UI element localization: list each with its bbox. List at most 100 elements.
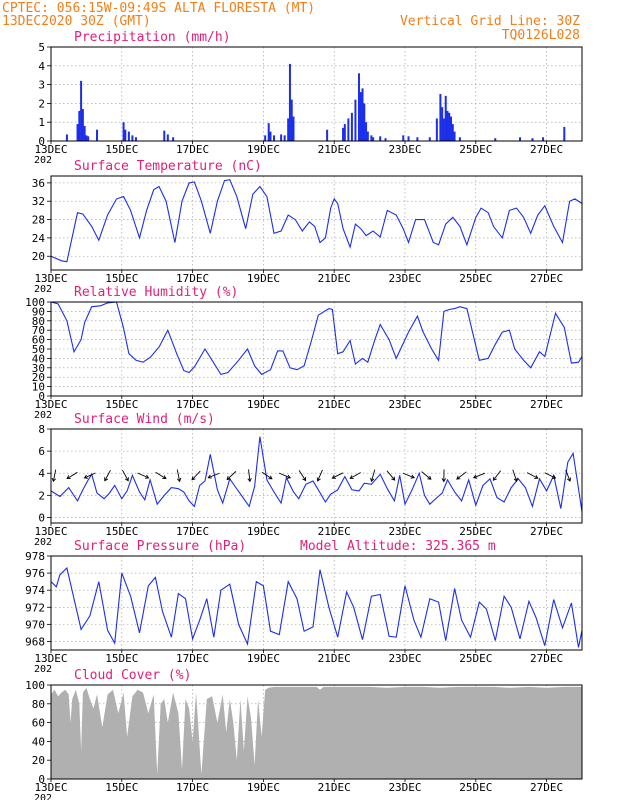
- wind-arrow-shaft: [176, 469, 181, 482]
- x-tick-label: 19DEC: [247, 652, 280, 665]
- precip-bar: [127, 131, 130, 141]
- precip-bar: [366, 131, 369, 141]
- wind-arrow-shaft: [104, 469, 111, 481]
- wind-arrow-shaft: [473, 472, 486, 479]
- wind-arrow-head: [456, 475, 461, 480]
- panel-temp: 20 24 28 32 36 13DEC 15DEC 17DEC 19DEC 21DEC 23DEC…: [32, 159, 583, 295]
- x-tick-label: 27DEC: [530, 398, 563, 411]
- wind-arrow-head: [349, 475, 354, 479]
- wind-arrow-head: [492, 476, 497, 481]
- y-tick-label: 20: [32, 754, 45, 767]
- precip-bar: [407, 136, 410, 141]
- wind-arrow: [247, 469, 252, 483]
- wind-arrow-shaft: [155, 471, 167, 479]
- precip-bar: [347, 118, 350, 141]
- wind-arrow: [472, 472, 486, 479]
- wind-arrow-shaft: [122, 469, 129, 481]
- y-tick-label: 100: [25, 679, 45, 692]
- y-tick-label: 972: [25, 601, 45, 614]
- wind-arrow: [565, 469, 572, 482]
- wind-arrow: [104, 469, 111, 482]
- precip-bar: [450, 116, 453, 141]
- x-tick-label: 27DEC: [530, 143, 563, 156]
- y-tick-label: 0: [38, 773, 45, 786]
- panel-title-pres: Surface Pressure (hPa): [74, 539, 246, 554]
- wind-arrow: [207, 472, 220, 479]
- y-tick-label: 70: [32, 324, 45, 337]
- x-tick-label: 19DEC: [247, 781, 280, 794]
- plot-frame: [50, 684, 583, 780]
- y-tick-label: 60: [32, 334, 45, 347]
- y-tick-label: 100: [25, 296, 45, 309]
- x-tick-label: 21DEC: [318, 272, 351, 285]
- plot-frame: [50, 555, 583, 651]
- y-tick-label: 24: [32, 232, 46, 245]
- wind-arrow-head: [441, 478, 447, 483]
- wind-arrow-head: [124, 477, 129, 482]
- y-tick-label: 60: [32, 717, 45, 730]
- precip-bar: [343, 124, 346, 141]
- x-tick-label: 21DEC: [318, 781, 351, 794]
- x-tick-label: 27DEC: [530, 272, 563, 285]
- y-tick-label: 0: [38, 390, 45, 403]
- x-tick-label: 21DEC: [318, 398, 351, 411]
- precip-bar: [372, 137, 375, 141]
- wind-arrow-head: [247, 478, 252, 483]
- precip-bar: [76, 124, 79, 141]
- wind-arrow: [226, 471, 237, 481]
- x-tick-label: 19DEC: [247, 272, 280, 285]
- wind-line: [50, 436, 583, 512]
- x-tick-label: 17DEC: [176, 525, 209, 538]
- wind-arrow: [441, 469, 447, 483]
- x-tick-label: 23DEC: [388, 398, 421, 411]
- wind-arrow-shaft: [208, 472, 220, 479]
- wind-arrow-shaft: [261, 471, 273, 480]
- precip-bar: [354, 99, 357, 141]
- panel-title-precip: Precipitation (mm/h): [74, 30, 231, 45]
- wind-arrow-head: [316, 477, 321, 482]
- wind-arrow-head: [534, 475, 539, 479]
- x-tick-label: 19DEC: [247, 143, 280, 156]
- wind-arrow-head: [191, 476, 196, 481]
- precip-bar: [78, 110, 81, 141]
- precip-bar: [280, 134, 283, 141]
- precip-bar: [370, 135, 373, 141]
- y-tick-label: 0: [38, 135, 45, 148]
- y-tick-label: 2: [38, 489, 45, 502]
- wind-arrow-head: [207, 474, 212, 479]
- y-tick-label: 8: [38, 423, 45, 436]
- wind-arrow-head: [83, 474, 89, 479]
- pres-line: [50, 566, 583, 648]
- y-tick-label: 4: [38, 467, 45, 480]
- wind-arrow-head: [370, 477, 375, 483]
- precip-bar: [131, 135, 134, 141]
- y-tick-label: 90: [32, 305, 45, 318]
- y-tick-label: 4: [38, 60, 45, 73]
- wind-arrow-head: [410, 474, 415, 479]
- precip-bar: [326, 129, 329, 141]
- y-tick-label: 2: [38, 97, 45, 110]
- x-tick-label: 25DEC: [459, 652, 492, 665]
- precip-bar: [122, 122, 125, 141]
- wind-arrow-head: [162, 475, 167, 480]
- wind-arrow: [261, 471, 273, 480]
- y-tick-label: 80: [32, 315, 45, 328]
- precip-bar: [439, 94, 442, 141]
- header-station: CPTEC: 056:15W-09:49S ALTA FLORESTA (MT): [2, 1, 315, 16]
- precip-bar: [96, 129, 99, 141]
- precip-bar: [441, 107, 444, 141]
- precip-bar: [283, 135, 286, 141]
- cloud-cover-area: [51, 686, 582, 779]
- precip-bar: [402, 135, 405, 141]
- y-tick-label: 5: [38, 41, 45, 54]
- precip-bar: [287, 118, 290, 141]
- y-tick-label: 50: [32, 343, 45, 356]
- x-tick-label: 27DEC: [530, 781, 563, 794]
- wind-arrow-head: [226, 476, 231, 481]
- header-grid-line: Vertical Grid Line: 30Z: [400, 14, 580, 29]
- x-tick-label: 25DEC: [459, 525, 492, 538]
- x-tick-year-fragment: 202: [34, 793, 52, 800]
- precip-bar: [428, 137, 431, 141]
- precip-bar: [448, 112, 451, 141]
- wind-arrow: [544, 472, 557, 479]
